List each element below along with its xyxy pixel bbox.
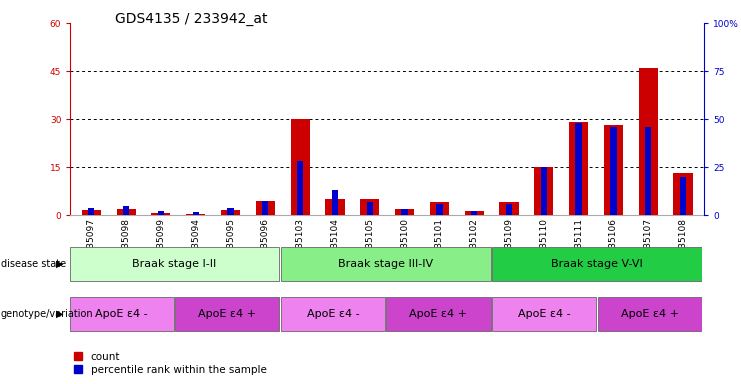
- Bar: [70, 297, 174, 331]
- Bar: [281, 247, 491, 281]
- Bar: [506, 204, 512, 215]
- Bar: [576, 123, 582, 215]
- Bar: [360, 199, 379, 215]
- Bar: [262, 200, 268, 215]
- Text: genotype/variation: genotype/variation: [1, 309, 93, 319]
- Text: ▶: ▶: [56, 309, 63, 319]
- Bar: [680, 177, 686, 215]
- Text: disease state: disease state: [1, 259, 66, 269]
- Bar: [70, 247, 279, 281]
- Bar: [281, 297, 385, 331]
- Text: ▶: ▶: [56, 259, 63, 269]
- Bar: [430, 202, 449, 215]
- Bar: [256, 200, 275, 215]
- Bar: [123, 207, 129, 215]
- Bar: [395, 209, 414, 215]
- Bar: [436, 204, 442, 215]
- Bar: [499, 202, 519, 215]
- Bar: [604, 126, 623, 215]
- Bar: [492, 247, 702, 281]
- Bar: [290, 119, 310, 215]
- Text: ApoE ε4 -: ApoE ε4 -: [307, 309, 359, 319]
- Bar: [151, 214, 170, 215]
- Bar: [193, 212, 199, 215]
- Text: Braak stage III-IV: Braak stage III-IV: [338, 259, 433, 269]
- Bar: [297, 161, 303, 215]
- Text: ApoE ε4 -: ApoE ε4 -: [518, 309, 571, 319]
- Bar: [325, 199, 345, 215]
- Bar: [227, 208, 233, 215]
- Text: ApoE ε4 +: ApoE ε4 +: [410, 309, 468, 319]
- Text: GDS4135 / 233942_at: GDS4135 / 233942_at: [115, 12, 268, 25]
- Bar: [597, 297, 702, 331]
- Bar: [332, 190, 338, 215]
- Text: ApoE ε4 -: ApoE ε4 -: [96, 309, 148, 319]
- Bar: [116, 209, 136, 215]
- Bar: [82, 210, 101, 215]
- Bar: [541, 167, 547, 215]
- Bar: [534, 167, 554, 215]
- Bar: [367, 202, 373, 215]
- Text: Braak stage I-II: Braak stage I-II: [133, 259, 216, 269]
- Bar: [492, 297, 597, 331]
- Bar: [674, 174, 693, 215]
- Text: ApoE ε4 +: ApoE ε4 +: [621, 309, 679, 319]
- Bar: [186, 214, 205, 215]
- Text: ApoE ε4 +: ApoE ε4 +: [199, 309, 256, 319]
- Bar: [645, 127, 651, 215]
- Bar: [611, 127, 617, 215]
- Bar: [88, 208, 94, 215]
- Bar: [158, 211, 164, 215]
- Bar: [402, 209, 408, 215]
- Text: Braak stage V-VI: Braak stage V-VI: [551, 259, 642, 269]
- Bar: [175, 297, 279, 331]
- Bar: [221, 210, 240, 215]
- Legend: count, percentile rank within the sample: count, percentile rank within the sample: [74, 352, 267, 375]
- Bar: [639, 68, 658, 215]
- Bar: [471, 211, 477, 215]
- Bar: [569, 122, 588, 215]
- Bar: [386, 297, 491, 331]
- Bar: [465, 211, 484, 215]
